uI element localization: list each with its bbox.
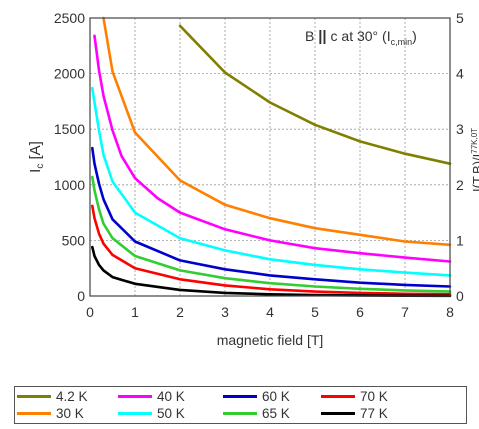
x-tick-label: 6 [356,304,364,320]
legend-swatch [17,394,51,398]
legend-swatch [321,394,355,398]
y-tick-label: 0 [77,288,85,304]
x-tick-label: 2 [176,304,184,320]
series-line-40-k [93,34,452,263]
y-axis-label: Ic [A] [27,141,46,173]
grid [90,18,450,296]
y-right-tick-label: 5 [456,10,464,26]
x-axis-label: magnetic field [T] [217,332,324,348]
y-tick-label: 2500 [54,10,85,26]
legend-item: 70 K [321,388,388,404]
legend-label: 4.2 K [56,388,88,404]
legend-label: 40 K [157,388,185,404]
legend-label: 70 K [360,388,388,404]
series-lines [91,16,452,298]
legend-item: 50 K [118,405,185,421]
series-line-70-k [91,204,452,296]
legend-swatch [17,411,51,415]
y-tick-label: 500 [62,232,86,248]
legend-item: 77 K [321,405,388,421]
legend-swatch [223,394,257,398]
y-right-tick-label: 3 [456,121,464,137]
x-tick-label: 7 [401,304,409,320]
x-tick-label: 3 [221,304,229,320]
legend-swatch [321,411,355,415]
y-tick-label: 1000 [54,177,85,193]
legend-label: 77 K [360,405,388,421]
legend: 4.2 K 30 K 40 K 50 K 60 K 65 K 70 K 77 K [14,386,467,424]
y-right-tick-label: 1 [456,232,464,248]
legend-swatch [118,411,152,415]
x-tick-label: 4 [266,304,274,320]
legend-item: 4.2 K [17,388,88,404]
x-tick-label: 5 [311,304,319,320]
y-right-tick-label: 2 [456,177,464,193]
series-line-60-k [91,146,452,288]
y-tick-label: 1500 [54,121,85,137]
x-tick-label: 1 [131,304,139,320]
legend-swatch [118,394,152,398]
legend-label: 30 K [56,405,84,421]
legend-label: 50 K [157,405,185,421]
series-line-50-k [91,86,452,277]
y-right-tick-label: 0 [456,288,464,304]
annotation-label: B || c at 30° (Ic,min) [305,28,417,47]
legend-item: 40 K [118,388,185,404]
legend-swatch [223,411,257,415]
legend-label: 60 K [262,388,290,404]
series-line-65-k [91,175,452,293]
plot-frame [89,17,451,297]
x-tick-label: 8 [446,304,454,320]
legend-item: 65 K [223,405,290,421]
y-right-tick-label: 4 [456,66,464,82]
legend-label: 65 K [262,405,290,421]
y-tick-label: 2000 [54,66,85,82]
legend-item: 30 K [17,405,84,421]
series-line-30-k [102,16,452,247]
series-line-4-2-k [178,24,452,165]
x-tick-label: 0 [86,304,94,320]
legend-item: 60 K [223,388,290,404]
y-axis-right-label: I(T,B)/I77K,0T [470,128,479,192]
